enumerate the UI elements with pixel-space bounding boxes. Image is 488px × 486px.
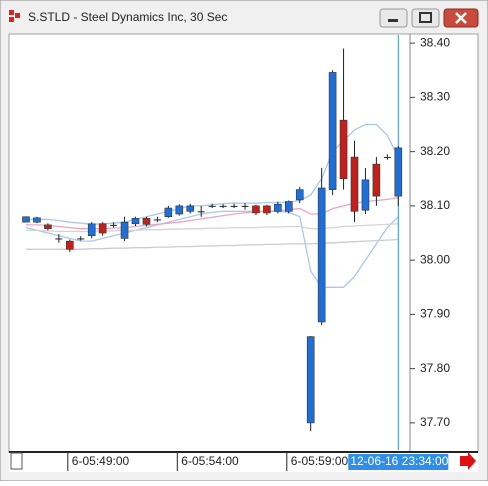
y-tick-label: 38.30 bbox=[420, 90, 450, 104]
candle-body bbox=[383, 157, 391, 159]
candle-body bbox=[98, 223, 107, 234]
y-tick-label: 38.00 bbox=[420, 252, 450, 266]
scroll-handle[interactable] bbox=[10, 452, 23, 470]
x-tick-label: 6-05:54:00 bbox=[181, 454, 239, 468]
y-tick-label: 38.20 bbox=[420, 144, 450, 158]
cursor-label-bg bbox=[348, 454, 449, 470]
plot-area bbox=[8, 33, 479, 453]
candle-body bbox=[208, 205, 216, 207]
candle-body bbox=[306, 336, 315, 424]
candle-body bbox=[230, 205, 238, 207]
candle-body bbox=[372, 163, 381, 197]
candle-body bbox=[44, 224, 52, 229]
candle-body bbox=[328, 72, 337, 190]
candle-body bbox=[219, 205, 227, 207]
window-icon bbox=[9, 10, 20, 22]
candle-body bbox=[241, 205, 249, 207]
candle-body bbox=[252, 205, 260, 214]
candle-body bbox=[361, 179, 370, 211]
candle-body bbox=[197, 211, 205, 213]
indicator-line bbox=[25, 210, 399, 288]
candle-body bbox=[284, 201, 293, 212]
candle-body bbox=[394, 147, 403, 197]
candle-body bbox=[120, 221, 129, 239]
x-tick-label: 6-05:49:00 bbox=[72, 454, 130, 468]
candle-body bbox=[87, 223, 96, 237]
maximize-button[interactable] bbox=[411, 8, 440, 28]
candle-body bbox=[339, 119, 348, 180]
candle-body bbox=[164, 207, 173, 218]
y-tick-label: 37.80 bbox=[420, 361, 450, 375]
y-tick-label: 37.90 bbox=[420, 307, 450, 321]
candle-body bbox=[33, 217, 41, 223]
cursor-label: 12-06-16 23:34:00 bbox=[350, 454, 448, 468]
y-tick-label: 38.10 bbox=[420, 198, 450, 212]
candle-body bbox=[66, 240, 74, 250]
candle-body bbox=[317, 187, 326, 323]
candle-body bbox=[110, 224, 118, 226]
minimize-button[interactable] bbox=[379, 8, 408, 28]
candle-body bbox=[22, 216, 30, 223]
y-tick-label: 37.70 bbox=[420, 415, 450, 429]
x-tick-label: 6-05:59:00 bbox=[291, 454, 349, 468]
close-button[interactable] bbox=[443, 8, 479, 28]
candle-body bbox=[175, 205, 184, 215]
indicator-line bbox=[26, 238, 399, 250]
scroll-right-arrow[interactable] bbox=[460, 452, 476, 470]
candle-body bbox=[77, 238, 85, 240]
candle-body bbox=[263, 205, 271, 214]
candle-body bbox=[55, 238, 63, 240]
candle-body bbox=[186, 205, 195, 212]
candle-body bbox=[142, 218, 151, 225]
candle-body bbox=[153, 219, 161, 221]
candle-body bbox=[131, 218, 140, 225]
candle-body bbox=[350, 156, 359, 212]
candle-body bbox=[295, 189, 304, 201]
y-tick-label: 38.40 bbox=[420, 35, 450, 49]
window-title: S.STLD - Steel Dynamics Inc, 30 Sec bbox=[28, 10, 227, 24]
candle-body bbox=[274, 203, 282, 212]
